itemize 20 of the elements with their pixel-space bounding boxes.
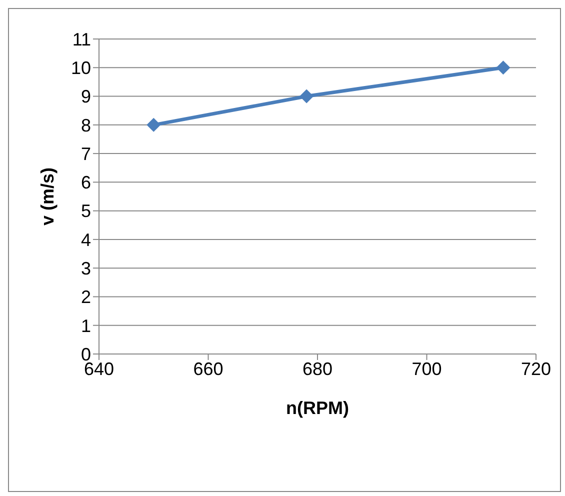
- x-tick-label: 700: [412, 358, 442, 379]
- y-tick-label: 5: [80, 201, 91, 222]
- point: [496, 60, 510, 75]
- y-tick-label: 1: [80, 316, 91, 336]
- y-tick-label: 2: [80, 287, 91, 308]
- y-tick-label: 9: [80, 86, 91, 107]
- x-tick-label: 660: [193, 358, 224, 379]
- y-axis-title: v (m/s): [37, 167, 58, 226]
- y-tick-label: 4: [80, 230, 91, 250]
- point: [146, 118, 161, 132]
- y-tick-label: 6: [80, 172, 91, 193]
- y-tick-label: 8: [80, 115, 91, 136]
- y-tick-label: 11: [72, 29, 91, 50]
- y-tick-label: 7: [80, 144, 91, 164]
- y-tick-label: 10: [70, 58, 91, 78]
- x-axis-title: n(RPM): [286, 398, 349, 418]
- point: [300, 89, 314, 104]
- x-tick-label: 720: [520, 358, 552, 379]
- x-tick-label: 680: [302, 358, 333, 379]
- y-tick-label: 3: [80, 258, 91, 278]
